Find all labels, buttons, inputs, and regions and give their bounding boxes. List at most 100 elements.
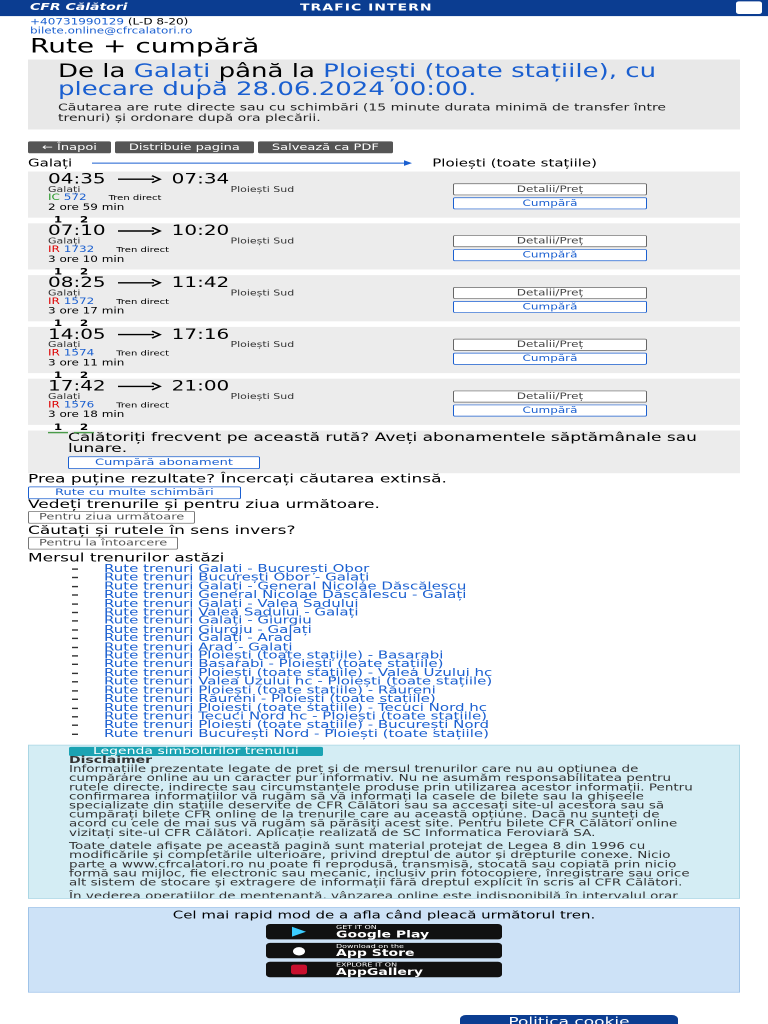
nav-title[interactable]: TRAFIC INTERN	[300, 2, 433, 14]
hours: (L-D 8-20)	[127, 16, 189, 27]
schedule-title: Mersul trenurilor astăzi	[28, 550, 225, 565]
buy-button[interactable]: Cumpără	[453, 249, 647, 262]
buy-button[interactable]: Cumpără	[453, 301, 647, 313]
departure-time: 04:35	[48, 170, 106, 187]
store-name: App Store	[336, 947, 415, 960]
trip-card: 04:35 07:34 Galați Ploiești Sud IC 572 Tren d…	[28, 170, 740, 227]
store-badge[interactable]: GET IT ON Google Play	[266, 924, 502, 940]
details-button[interactable]: Detalii/Preț	[453, 390, 647, 403]
train-kind: Tren direct	[116, 298, 170, 306]
suggestion: Căutați și rutele în sens invers? Pentru …	[28, 525, 740, 551]
route-link[interactable]: Rute trenuri Galați - București Obor	[72, 563, 728, 574]
trip-duration: 3 ore 18 min	[48, 409, 125, 420]
text: până la	[218, 60, 315, 82]
details-button[interactable]: Detalii/Preț	[453, 183, 647, 196]
train-type: IR	[48, 399, 60, 410]
email[interactable]: bilete.online@cfrcalatori.ro	[30, 25, 193, 36]
contact: +40731990129 (L-D 8-20) bilete.online@cf…	[30, 16, 768, 36]
subscription-button[interactable]: Cumpără abonament	[68, 456, 261, 469]
to-link[interactable]: Ploiești (toate stațiile),	[323, 60, 618, 82]
action-button[interactable]: Distribuie pagina	[114, 141, 254, 154]
route-link[interactable]: Rute trenuri Ploiești (toate stațiile) -…	[72, 702, 728, 713]
train-info: IR 1732 Tren direct	[48, 245, 740, 255]
action-button[interactable]: ← Înapoi	[28, 141, 111, 154]
store-name: AppGallery	[336, 966, 423, 978]
route-link[interactable]: Rute trenuri Ploiești (toate stațiile) -…	[72, 685, 728, 695]
suggestion: Vedeți trenurile și pentru ziua următoar…	[28, 499, 740, 525]
trip-card: 17:42 21:00 Galați Ploiești Sud IR 1576 Tren …	[28, 377, 740, 434]
suggestion-button[interactable]: Pentru ziua următoare	[28, 511, 196, 524]
route-link[interactable]: Rute trenuri General Nicolae Dăscălescu …	[72, 589, 728, 600]
store-icon	[293, 947, 305, 956]
route-link[interactable]: Rute trenuri Galați - Valea Sadului	[72, 598, 728, 609]
trip-card: 14:05 17:16 Galați Ploiești Sud IR 1574 Tren …	[28, 326, 740, 382]
train-type: IC	[48, 192, 60, 203]
train-number[interactable]: 572	[63, 192, 87, 203]
route-link[interactable]: Rute trenuri Valea Uzului hc - Ploiești …	[72, 676, 728, 687]
time-arrow	[117, 278, 162, 287]
menu-button[interactable]	[736, 1, 762, 15]
route-link[interactable]: Rute trenuri Galați - Giurgiu	[72, 615, 728, 626]
page-title: Rute + cumpără	[30, 34, 260, 58]
action-button[interactable]: Salvează ca PDF	[257, 141, 393, 154]
to-station: Ploiești Sud	[230, 340, 295, 350]
details-button[interactable]: Detalii/Preț	[453, 338, 647, 351]
trip-times: 04:35 07:34	[48, 170, 740, 187]
train-info: IR 1574 Tren direct	[48, 347, 740, 359]
train-number[interactable]: 1572	[63, 296, 95, 306]
trip-card: 07:10 10:20 Galați Ploiești Sud IR 1732 Tren …	[28, 221, 740, 278]
arrival-time: 10:20	[171, 221, 230, 239]
route-link[interactable]: Rute trenuri București Nord - Ploiești (…	[72, 728, 728, 739]
route-to: Ploiești (toate stațiile)	[432, 156, 597, 170]
phone[interactable]: +40731990129	[30, 16, 125, 27]
disclaimer-paragraph: În vederea operațiilor de mentenanță, vâ…	[69, 890, 678, 899]
suggestion-button[interactable]: Rute cu multe schimbări	[28, 486, 241, 500]
route-arrow	[92, 160, 413, 166]
train-number[interactable]: 1576	[63, 399, 95, 410]
from-link[interactable]: Galați	[133, 60, 211, 82]
route-link[interactable]: Rute trenuri Valea Sadului - Galați	[72, 606, 728, 617]
buy-button[interactable]: Cumpără	[453, 404, 647, 417]
to-station: Ploiești Sud	[230, 392, 295, 402]
store-badge[interactable]: EXPLORE IT ON AppGallery	[266, 961, 502, 978]
disclaimer-title: Disclaimer	[69, 754, 153, 766]
route-link[interactable]: Rute trenuri Galați - General Nicolae Dă…	[72, 580, 728, 591]
route-link[interactable]: Rute trenuri Galați - Arad	[72, 632, 728, 643]
trip-duration: 2 ore 59 min	[48, 202, 125, 213]
arrival-time: 21:00	[171, 377, 230, 395]
route-link[interactable]: Rute trenuri Ploiești (toate stațiile) -…	[72, 667, 728, 678]
route-link[interactable]: Rute trenuri București Obor - Galați	[72, 572, 728, 583]
route-link[interactable]: Rute trenuri Basarabi - Ploiești (toate …	[72, 659, 728, 669]
buy-button[interactable]: Cumpără	[453, 197, 647, 210]
trip-list: 04:35 07:34 Galați Ploiești Sud IC 572 Tren d…	[0, 170, 768, 434]
route-link[interactable]: Rute trenuri Arad - Galați	[72, 641, 728, 652]
trip-times: 14:05 17:16	[48, 327, 740, 341]
frequent-box: Călătoriți frecvent pe această rută? Ave…	[28, 430, 740, 474]
buy-button[interactable]: Cumpără	[453, 352, 647, 365]
train-number[interactable]: 1574	[63, 347, 95, 358]
cookie-button[interactable]: Politica cookie	[460, 1015, 678, 1024]
details-button[interactable]: Detalii/Preț	[453, 287, 647, 299]
route-link[interactable]: Rute trenuri Răureni - Ploiești (toate s…	[72, 693, 728, 704]
actions: ← Înapoi Distribuie pagina Salvează ca PDF	[28, 139, 768, 154]
trip-duration: 3 ore 11 min	[48, 357, 125, 368]
legend-button[interactable]: Legenda simbolurilor trenului	[69, 746, 323, 757]
datetime[interactable]: 28.06.2024 00:00.	[236, 79, 477, 101]
details-button[interactable]: Detalii/Preț	[453, 235, 647, 248]
route-link[interactable]: Rute trenuri Giurgiu - Galați	[72, 624, 728, 635]
suggestions: Prea puține rezultate? Încercați căutare…	[0, 473, 768, 551]
search-box: De la Galați până la Ploiești (toate sta…	[28, 59, 740, 130]
suggestion-button[interactable]: Pentru la întoarcere	[28, 536, 179, 550]
depart-label[interactable]: cu plecare după	[58, 60, 657, 101]
store-badge[interactable]: Download on the App Store	[266, 942, 502, 960]
train-number[interactable]: 1732	[63, 244, 95, 255]
route-link[interactable]: Rute trenuri Tecuci Nord hc - Ploiești (…	[72, 711, 728, 721]
logo[interactable]: CFR Călători	[30, 1, 128, 13]
trip-times: 08:25 11:42	[48, 275, 740, 289]
trip-stations: Galați Ploiești Sud	[48, 237, 740, 245]
departure-time: 07:10	[48, 221, 106, 239]
route-link[interactable]: Rute trenuri Ploiești (toate stațiile) -…	[72, 719, 728, 730]
route-link[interactable]: Rute trenuri Ploiești (toate stațiile) -…	[72, 650, 728, 661]
train-info: IR 1572 Tren direct	[48, 296, 740, 307]
